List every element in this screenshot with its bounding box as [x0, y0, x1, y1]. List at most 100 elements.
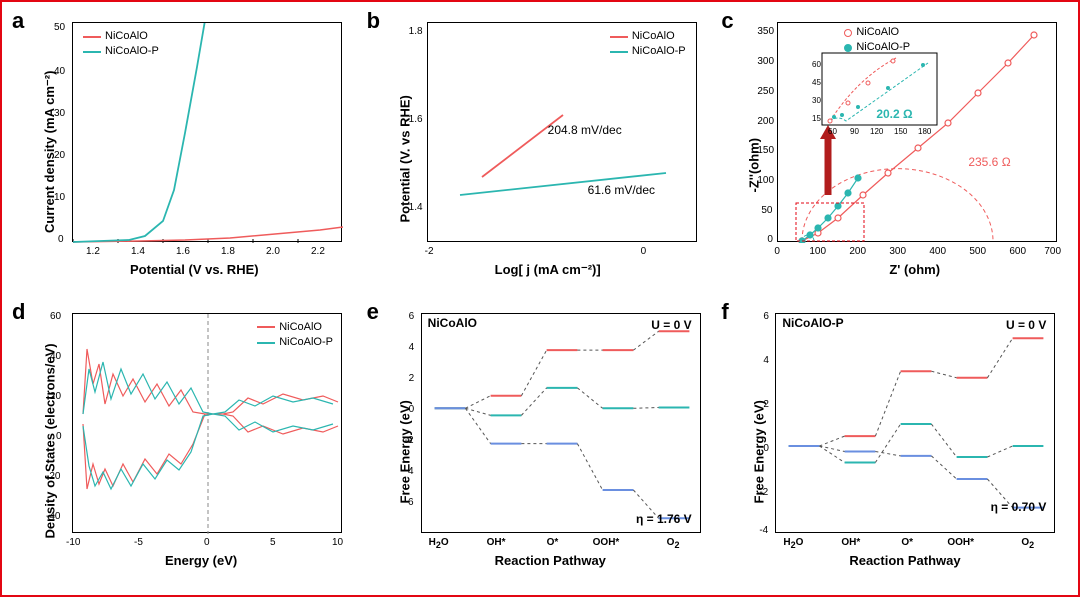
xtick-d-2: -5	[134, 537, 143, 548]
ylabel-b: Potential (V. vs RHE)	[397, 43, 412, 223]
ylabel-d: Density of States (electrons/eV)	[43, 308, 58, 538]
legend-c: NiCoAlO NiCoAlO-P	[844, 25, 910, 56]
panel-d-letter: d	[12, 299, 25, 325]
inset-c: 6090 120150180 1530 4560	[812, 53, 937, 136]
legend-c-1: NiCoAlO	[856, 25, 899, 40]
xtick-d-4: 5	[270, 537, 276, 548]
ytick-c-0: 0	[767, 234, 773, 245]
plot-c: 6090 120150180 1530 4560 20.2 Ω 235.6 Ω …	[777, 22, 1057, 242]
xtick-a-1: 1.2	[86, 246, 100, 257]
xtick-a-6: 2.2	[311, 246, 325, 257]
panel-c: c	[719, 10, 1070, 297]
xtick-c-0: 0	[774, 246, 780, 257]
ytick-f-6: -4	[759, 525, 768, 536]
ytick-e-1: 6	[409, 311, 415, 322]
svg-text:60: 60	[828, 127, 837, 136]
plot-f: NiCoAlO-P U = 0 V η = 0.70 V	[775, 313, 1055, 533]
ytick-c-350: 350	[757, 26, 774, 37]
plot-e-svg	[422, 314, 702, 534]
tafel-teal: 61.6 mV/dec	[588, 183, 655, 197]
legend-d-1: NiCoAlO	[279, 320, 322, 335]
plot-b: NiCoAlO NiCoAlO-P 204.8 mV/dec 61.6 mV/d…	[427, 22, 697, 242]
ylabel-e: Free Energy (eV)	[397, 343, 412, 503]
legend-d: NiCoAlO NiCoAlO-P	[257, 320, 333, 351]
xlabel-d: Energy (eV)	[165, 553, 237, 568]
panel-c-letter: c	[721, 8, 733, 34]
xtick-c-700: 700	[1044, 246, 1061, 257]
xcat-e-5: O2	[667, 537, 680, 550]
label-e-u0: U = 0 V	[651, 318, 691, 332]
ylabel-c: -Z''(ohm)	[747, 73, 762, 193]
ytick-c-300: 300	[757, 56, 774, 67]
ytick-a-0: 0	[58, 234, 64, 245]
svg-text:45: 45	[812, 78, 821, 87]
xtick-d-5: 10	[332, 537, 343, 548]
ytick-f-1: 6	[763, 311, 769, 322]
svg-text:15: 15	[812, 114, 821, 123]
xtick-c-400: 400	[929, 246, 946, 257]
ytick-c-50: 50	[761, 205, 772, 216]
title-f: NiCoAlO-P	[782, 316, 843, 330]
xcat-e-2: OH*	[487, 537, 506, 548]
svg-text:120: 120	[870, 127, 884, 136]
label-f-u0: U = 0 V	[1006, 318, 1046, 332]
legend-a-2: NiCoAlO-P	[105, 44, 159, 59]
legend-c-2: NiCoAlO-P	[856, 40, 910, 55]
svg-text:150: 150	[894, 127, 908, 136]
legend-b-2: NiCoAlO-P	[632, 44, 686, 59]
panel-d: d NiCoAlO NiCoAlO-P 60 40 20 0 -20 -40 -…	[10, 301, 361, 588]
xtick-c-100: 100	[809, 246, 826, 257]
xtick-d-1: -10	[66, 537, 80, 548]
svg-text:180: 180	[918, 127, 932, 136]
xcat-e-3: O*	[547, 537, 559, 548]
xtick-c-300: 300	[889, 246, 906, 257]
xcat-f-3: O*	[901, 537, 913, 548]
panel-e: e NiCoAlO U = 0 V η = 1.76 V 6 4 2 0 -2 …	[365, 301, 716, 588]
plot-a: NiCoAlO NiCoAlO-P	[72, 22, 342, 242]
svg-text:90: 90	[850, 127, 859, 136]
label-e-eta: η = 1.76 V	[636, 512, 692, 526]
plot-e: NiCoAlO U = 0 V η = 1.76 V	[421, 313, 701, 533]
ylabel-a: Current density (mA cm⁻²)	[42, 33, 58, 233]
xtick-a-3: 1.6	[176, 246, 190, 257]
legend-b-1: NiCoAlO	[632, 29, 675, 44]
r-teal: 20.2 Ω	[876, 107, 912, 121]
svg-text:30: 30	[812, 96, 821, 105]
legend-a-1: NiCoAlO	[105, 29, 148, 44]
xcat-f-1: H2O	[783, 537, 803, 550]
ytick-b-3: 1.8	[409, 26, 423, 37]
xlabel-e: Reaction Pathway	[495, 553, 606, 568]
panel-f: f NiCoAlO-P U = 0 V η = 0.70 V 6 4 2 0 -…	[719, 301, 1070, 588]
xtick-c-600: 600	[1009, 246, 1026, 257]
xtick-a-5: 2.0	[266, 246, 280, 257]
plot-c-svg: 6090 120150180 1530 4560	[778, 23, 1058, 243]
legend-b: NiCoAlO NiCoAlO-P	[610, 29, 686, 60]
xcat-f-5: O2	[1021, 537, 1034, 550]
xcat-e-4: OOH*	[593, 537, 620, 548]
xcat-f-4: OOH*	[947, 537, 974, 548]
xcat-f-2: OH*	[841, 537, 860, 548]
xlabel-c: Z' (ohm)	[889, 262, 940, 277]
panel-f-letter: f	[721, 299, 728, 325]
panel-b-letter: b	[367, 8, 380, 34]
xlabel-a: Potential (V vs. RHE)	[130, 262, 259, 277]
r-red: 235.6 Ω	[968, 155, 1010, 169]
xcat-e-1: H2O	[429, 537, 449, 550]
tafel-red: 204.8 mV/dec	[548, 123, 622, 137]
xlabel-b: Log[ j (mA cm⁻²)]	[495, 262, 601, 278]
xtick-c-200: 200	[849, 246, 866, 257]
xlabel-f: Reaction Pathway	[849, 553, 960, 568]
ylabel-f: Free Energy (eV)	[752, 343, 767, 503]
xtick-b-2: 0	[641, 246, 647, 257]
xtick-b-1: -2	[425, 246, 434, 257]
title-e: NiCoAlO	[428, 316, 477, 330]
panel-e-letter: e	[367, 299, 379, 325]
label-f-eta: η = 0.70 V	[991, 500, 1047, 514]
legend-d-2: NiCoAlO-P	[279, 335, 333, 350]
xtick-d-3: 0	[204, 537, 210, 548]
panel-b: b NiCoAlO NiCoAlO-P 204.8 mV/dec 61.6 mV…	[365, 10, 716, 297]
legend-a: NiCoAlO NiCoAlO-P	[83, 29, 159, 60]
panel-a-letter: a	[12, 8, 24, 34]
xtick-a-2: 1.4	[131, 246, 145, 257]
ytick-a-50: 50	[54, 22, 65, 33]
